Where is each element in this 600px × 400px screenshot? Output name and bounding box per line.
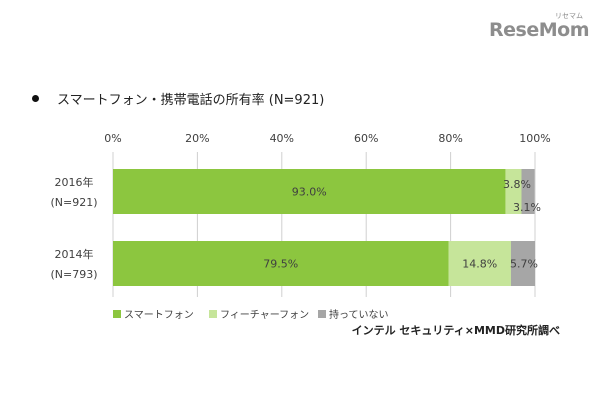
resemom-logo: リセマム ReseMom (489, 12, 589, 42)
logo-text: ReseMom (489, 19, 589, 41)
data-label: 14.8% (462, 258, 497, 271)
bar-segment (448, 241, 511, 286)
category-label-year: 2016年 (55, 175, 94, 189)
data-label: 79.5% (263, 258, 298, 271)
bar-segment (510, 241, 535, 286)
x-tick-label: 80% (438, 132, 462, 145)
chart-title: スマートフォン・携帯電話の所有率 (N=921) (57, 92, 325, 108)
x-tick-label: 20% (185, 132, 209, 145)
source-note: インテル セキュリティ×MMD研究所調べ (351, 324, 560, 337)
x-tick-label: 40% (270, 132, 294, 145)
data-label: 3.1% (513, 201, 541, 214)
legend-swatch (318, 310, 326, 318)
legend-swatch (113, 310, 121, 318)
logo-subtext: リセマム (555, 12, 583, 20)
legend-label: 持っていない (329, 308, 389, 321)
bullet-icon (32, 94, 39, 102)
legend-swatch (209, 310, 217, 318)
bar-segment (521, 169, 535, 214)
legend-label: スマートフォン (124, 310, 194, 321)
chart-title-row: スマートフォン・携帯電話の所有率 (N=921) (32, 88, 324, 108)
legend-label: フィーチャーフォン (220, 309, 309, 321)
data-label: 3.8% (503, 178, 531, 191)
category-label-n: (N=921) (50, 196, 97, 209)
x-tick-label: 100% (519, 132, 550, 145)
category-label-year: 2014年 (55, 247, 94, 261)
category-label-n: (N=793) (50, 268, 97, 281)
x-tick-label: 0% (104, 132, 121, 145)
data-label: 5.7% (510, 258, 538, 271)
x-tick-label: 60% (354, 132, 378, 145)
bar-segment (113, 169, 506, 214)
bar-segment (505, 169, 522, 214)
data-label: 93.0% (292, 186, 327, 199)
bar-segment (113, 241, 449, 286)
